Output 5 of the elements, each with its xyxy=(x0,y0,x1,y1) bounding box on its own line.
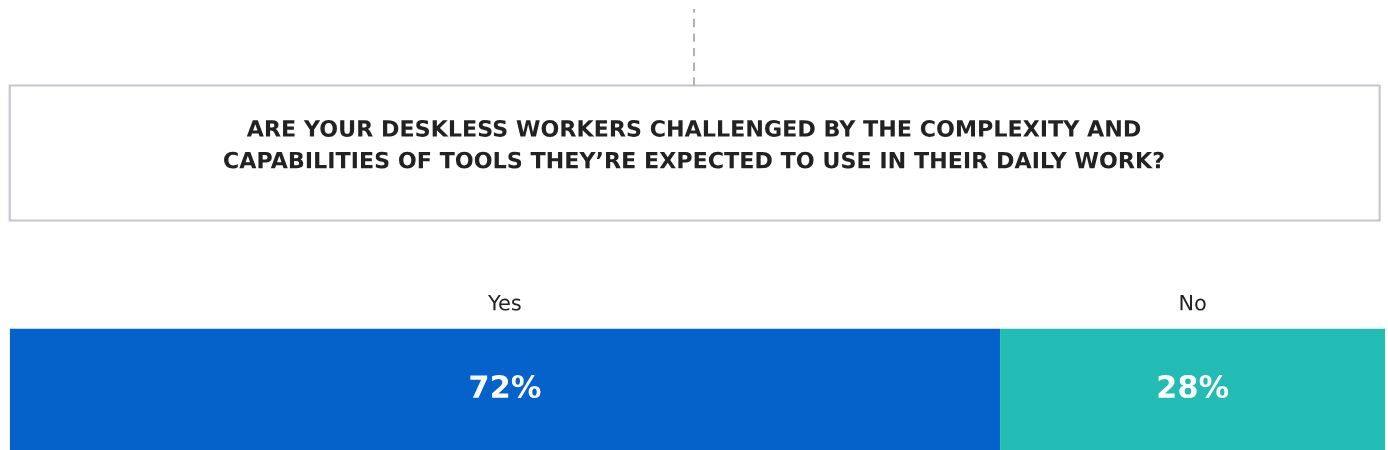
chart-title: ARE YOUR DESKLESS WORKERS CHALLENGED BY THE COMPLEXITY AND CAPABILITIES OF TOOLS THEY’RE EXPECTED TO USE IN THEIR DAILY WORK? xyxy=(224,120,1164,169)
series-label: No xyxy=(1180,295,1206,311)
data-label: 28% xyxy=(1158,375,1229,399)
series-label: Yes xyxy=(488,295,521,311)
data-label: 72% xyxy=(470,375,541,399)
